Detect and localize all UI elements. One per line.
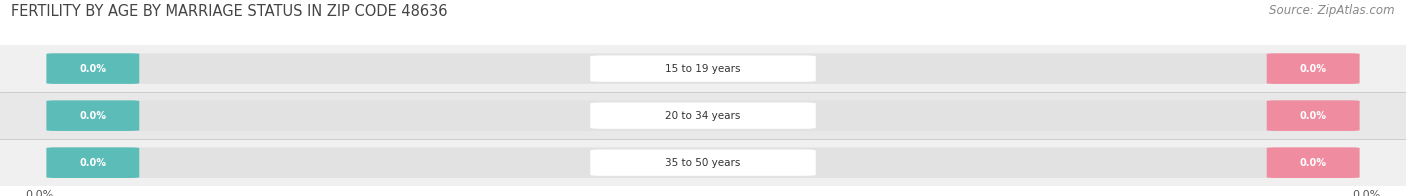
Text: 0.0%: 0.0% [1299, 111, 1327, 121]
FancyBboxPatch shape [1267, 147, 1360, 178]
FancyBboxPatch shape [46, 147, 139, 178]
Text: 0.0%: 0.0% [79, 111, 107, 121]
Bar [0, 92, 1406, 139]
Text: 20 to 34 years: 20 to 34 years [665, 111, 741, 121]
FancyBboxPatch shape [1267, 100, 1360, 131]
FancyBboxPatch shape [46, 53, 139, 84]
FancyBboxPatch shape [591, 103, 815, 129]
Bar [0, 45, 1406, 92]
FancyBboxPatch shape [46, 100, 139, 131]
FancyBboxPatch shape [1267, 53, 1360, 84]
FancyBboxPatch shape [46, 100, 1360, 131]
FancyBboxPatch shape [46, 147, 1360, 178]
Text: 0.0%: 0.0% [79, 158, 107, 168]
Text: Source: ZipAtlas.com: Source: ZipAtlas.com [1270, 4, 1395, 17]
Text: 35 to 50 years: 35 to 50 years [665, 158, 741, 168]
Text: 0.0%: 0.0% [1299, 158, 1327, 168]
Text: 0.0%: 0.0% [79, 64, 107, 74]
FancyBboxPatch shape [591, 150, 815, 176]
Text: 15 to 19 years: 15 to 19 years [665, 64, 741, 74]
Text: 0.0%: 0.0% [1299, 64, 1327, 74]
FancyBboxPatch shape [46, 53, 1360, 84]
FancyBboxPatch shape [591, 55, 815, 82]
Bar [0, 139, 1406, 186]
Text: FERTILITY BY AGE BY MARRIAGE STATUS IN ZIP CODE 48636: FERTILITY BY AGE BY MARRIAGE STATUS IN Z… [11, 4, 447, 19]
